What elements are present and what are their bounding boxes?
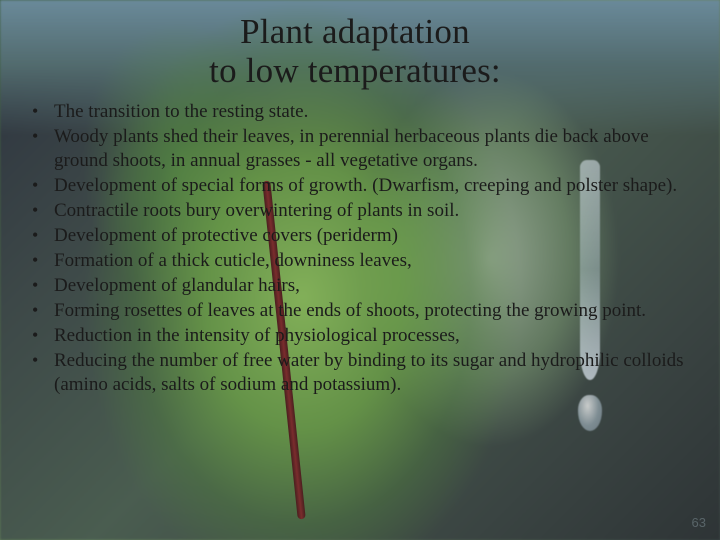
- bullet-text: Formation of a thick cuticle, downiness …: [54, 250, 412, 271]
- title-line-2: to low temperatures:: [209, 51, 501, 90]
- list-item: Development of protective covers (peride…: [26, 224, 688, 248]
- list-item: The transition to the resting state.: [26, 100, 688, 124]
- list-item: Development of glandular hairs,: [26, 274, 688, 298]
- bullet-text: The transition to the resting state.: [54, 101, 308, 122]
- list-item: Reduction in the intensity of physiologi…: [26, 324, 688, 348]
- bullet-list: The transition to the resting state. Woo…: [22, 100, 688, 396]
- bullet-text: Reduction in the intensity of physiologi…: [54, 325, 460, 346]
- bullet-text: Contractile roots bury overwintering of …: [54, 200, 459, 221]
- list-item: Formation of a thick cuticle, downiness …: [26, 249, 688, 273]
- title-line-1: Plant adaptation: [240, 12, 470, 51]
- slide-title: Plant adaptation to low temperatures:: [22, 12, 688, 90]
- list-item: Development of special forms of growth. …: [26, 174, 688, 198]
- bullet-text: Development of glandular hairs,: [54, 275, 300, 296]
- list-item: Contractile roots bury overwintering of …: [26, 199, 688, 223]
- list-item: Woody plants shed their leaves, in peren…: [26, 125, 688, 173]
- bullet-text: Reducing the number of free water by bin…: [54, 350, 684, 395]
- slide-content: Plant adaptation to low temperatures: Th…: [0, 0, 720, 540]
- list-item: Forming rosettes of leaves at the ends o…: [26, 299, 688, 323]
- bullet-text: Woody plants shed their leaves, in peren…: [54, 126, 649, 171]
- page-number: 63: [692, 515, 706, 530]
- bullet-text: Development of protective covers (peride…: [54, 225, 398, 246]
- list-item: Reducing the number of free water by bin…: [26, 349, 688, 397]
- bullet-text: Development of special forms of growth. …: [54, 175, 677, 196]
- bullet-text: Forming rosettes of leaves at the ends o…: [54, 300, 646, 321]
